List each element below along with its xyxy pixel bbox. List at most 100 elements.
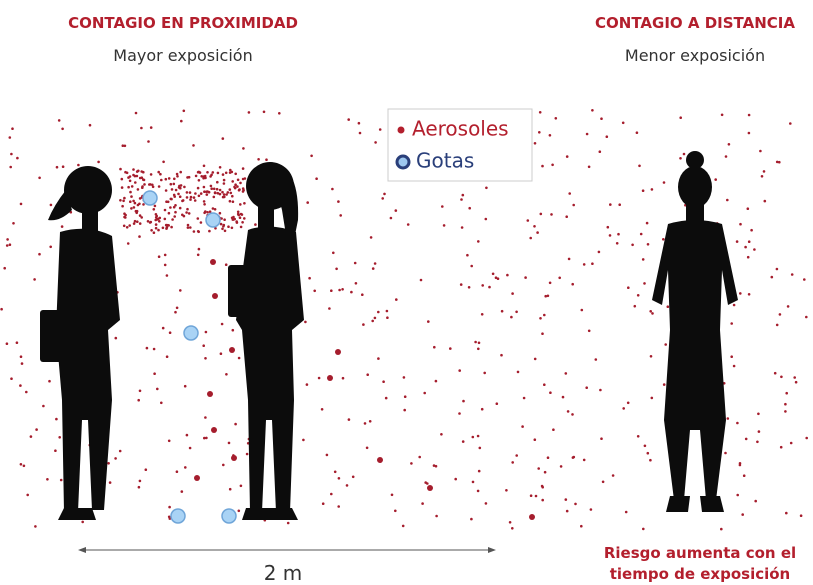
dot [764,200,767,203]
dot [38,253,41,256]
note-line: tiempo de exposición [610,565,791,583]
dot [173,215,176,218]
dot [583,263,586,266]
dot [598,251,601,254]
dot [306,201,309,204]
dot [505,489,508,492]
dot [433,346,436,349]
dot [736,494,739,497]
dot [186,191,189,194]
dot [139,222,142,225]
infographic: CONTAGIO EN PROXIMIDAD Mayor exposición … [0,0,813,585]
dot [200,192,203,195]
dot [427,320,430,323]
dot [123,197,126,200]
dot [222,509,236,523]
dot [225,172,228,175]
dot [741,513,744,516]
dot [534,142,537,145]
dot [136,210,139,213]
dot [649,310,652,313]
dot [780,446,783,449]
dot [54,449,57,452]
dot [220,352,223,355]
dot [374,141,377,144]
dot [265,158,268,161]
dot [386,310,389,313]
legend-symbol [397,156,409,168]
dot [535,495,538,498]
dot [581,309,584,312]
dot [190,196,193,199]
dot [515,311,518,314]
dot [192,144,195,147]
dot [107,462,110,465]
dot [170,183,173,186]
dot [382,380,385,383]
dot [130,207,133,210]
dot [232,329,235,332]
dot [183,215,186,218]
dot [315,177,318,180]
dot [49,246,52,249]
dot [347,118,350,121]
dot [150,173,153,176]
dot [186,176,189,179]
dot [588,330,591,333]
dot [727,417,730,420]
dot [231,195,234,198]
dot [127,186,130,189]
dot [6,238,9,241]
dot [379,128,382,131]
dot [599,389,602,392]
dot [523,397,526,400]
dot [538,131,541,134]
dot [139,214,142,217]
dot [533,225,536,228]
dot [97,161,100,164]
dot [234,187,237,190]
dot [725,155,728,158]
dot [248,111,251,114]
dot [328,307,331,310]
dot [205,190,208,193]
dot [217,172,220,175]
dot [354,262,357,265]
dot [331,188,334,191]
dot [231,171,234,174]
dot [733,365,736,368]
dot [472,481,475,484]
dot [496,402,499,405]
dot [10,153,13,156]
dot [335,268,338,271]
dot [232,200,235,203]
dot [568,192,571,195]
dot [170,226,173,229]
dot [618,203,621,206]
dot [544,471,547,474]
dot [721,114,724,117]
dot [155,227,158,230]
dot [534,358,537,361]
dot [663,383,666,386]
dot [222,225,225,228]
dot [541,165,544,168]
dot [198,248,201,251]
dot [216,188,219,191]
dot [183,186,186,189]
dot [189,447,192,450]
dot [119,450,122,453]
dot [137,188,140,191]
dot [600,117,603,120]
dot [178,186,181,189]
dot [631,244,634,247]
dot [142,171,145,174]
dot [257,158,260,161]
dot [204,357,207,360]
dot [441,205,444,208]
dot [213,196,216,199]
dot [30,435,33,438]
dot [771,276,774,279]
dot [242,147,245,150]
dot [622,407,625,410]
